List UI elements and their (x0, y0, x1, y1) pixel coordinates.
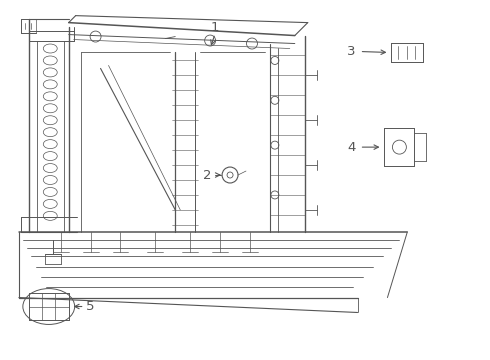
Text: 3: 3 (347, 45, 356, 58)
Text: 5: 5 (86, 300, 95, 313)
Text: 2: 2 (203, 168, 211, 181)
Text: 4: 4 (347, 141, 356, 154)
Text: 1: 1 (211, 21, 220, 34)
